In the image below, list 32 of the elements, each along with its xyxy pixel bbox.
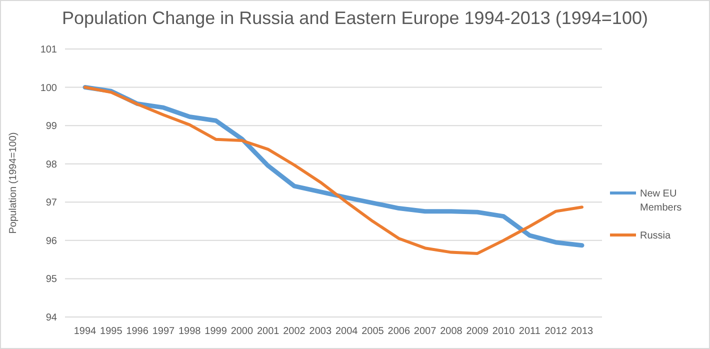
x-tick-label: 2007 [414, 326, 437, 337]
y-tick-label: 99 [46, 121, 58, 132]
x-tick-label: 2005 [362, 326, 384, 337]
y-axis-title: Population (1994=100) [8, 132, 19, 234]
x-tick-label: 2012 [544, 326, 568, 337]
chart-title: Population Change in Russia and Eastern Europe 1994-2013 (1994=100) [62, 8, 648, 28]
x-tick-label: 2010 [492, 326, 516, 337]
x-tick-label: 1999 [204, 326, 228, 337]
x-tick-label: 1996 [126, 326, 149, 337]
y-tick-label: 101 [40, 44, 58, 56]
x-tick-label: 2000 [230, 326, 254, 337]
y-tick-label: 100 [40, 82, 58, 94]
y-tick-label: 96 [46, 236, 58, 247]
x-tick-label: 2009 [466, 326, 489, 337]
y-tick-label: 94 [46, 312, 58, 324]
legend-label: Russia [640, 230, 672, 242]
y-tick-label: 97 [46, 198, 58, 209]
x-tick-label: 2002 [283, 326, 306, 337]
x-tick-label: 1994 [74, 326, 97, 337]
x-tick-label: 2011 [518, 326, 541, 337]
x-tick-label: 2013 [570, 326, 594, 337]
x-tick-label: 2008 [440, 326, 463, 337]
y-tick-label: 98 [46, 159, 58, 170]
x-tick-label: 2004 [335, 326, 358, 337]
x-tick-label: 2006 [388, 326, 410, 337]
x-tick-label: 1995 [100, 326, 123, 337]
x-tick-label: 1998 [178, 326, 202, 337]
x-tick-label: 1997 [152, 326, 176, 337]
legend-label: New EU Members [640, 188, 682, 214]
x-tick-label: 2001 [256, 326, 280, 337]
x-tick-label: 2003 [309, 326, 332, 337]
y-tick-label: 95 [46, 274, 58, 286]
